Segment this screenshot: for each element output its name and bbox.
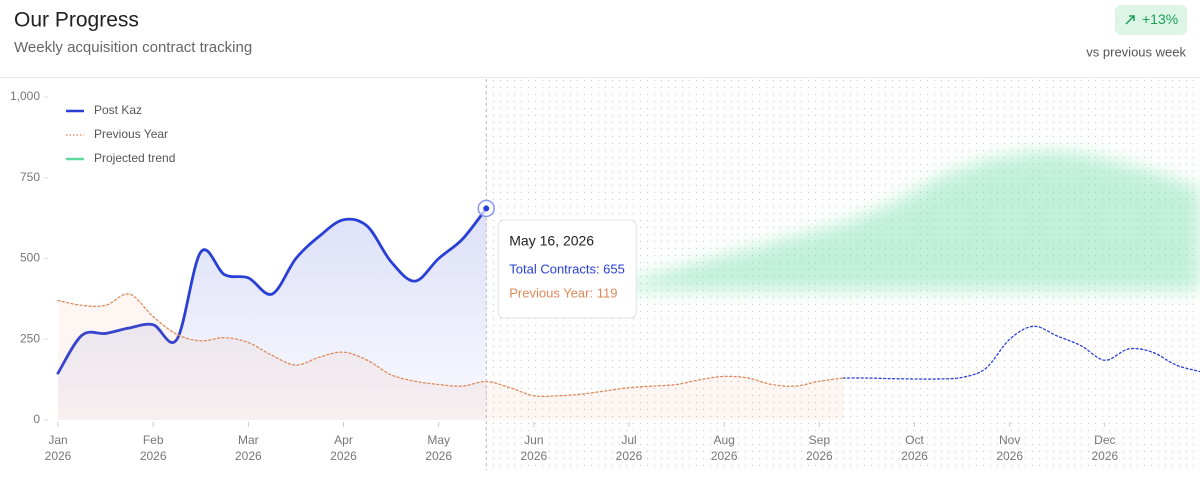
y-tick-label: 0 — [33, 412, 40, 426]
badge-caption: vs previous week — [1086, 44, 1186, 59]
tooltip-line: Total Contracts: 655 — [509, 261, 625, 276]
projection-band — [486, 151, 1200, 296]
x-tick-label: Jun 2026 — [520, 433, 547, 463]
badge-value: +13% — [1142, 11, 1178, 27]
x-tick-label: Apr 2026 — [330, 433, 357, 463]
x-tick-label: Jan 2026 — [45, 433, 72, 463]
x-tick-label: Nov 2026 — [996, 433, 1023, 463]
x-tick-label: Mar 2026 — [235, 433, 262, 463]
x-tick-label: Dec 2026 — [1091, 433, 1118, 463]
y-tick-label: 500 — [20, 251, 40, 265]
x-tick-label: Oct 2026 — [901, 433, 928, 463]
tooltip — [497, 219, 637, 319]
series-line — [842, 325, 1200, 380]
x-tick-label: Feb 2026 — [140, 433, 167, 463]
x-tick-label: Jul 2026 — [616, 433, 643, 463]
series-line — [56, 207, 488, 375]
x-tick-label: May 2026 — [425, 433, 452, 463]
badge — [1115, 5, 1187, 35]
y-tick-label: 1,000 — [10, 89, 40, 103]
title: Our Progress — [14, 9, 139, 32]
y-tick-label: 250 — [20, 331, 40, 345]
subtitle: Weekly acquisition contract tracking — [14, 39, 252, 56]
y-tick-label: 750 — [20, 170, 40, 184]
legend-label: Post Kaz — [94, 103, 142, 117]
area-fill — [58, 293, 844, 420]
x-tick-label: Sep 2026 — [806, 433, 833, 463]
arrow-icon — [1125, 15, 1135, 25]
tooltip-title: May 16, 2026 — [509, 233, 594, 249]
legend-label: Projected trend — [94, 151, 175, 165]
tooltip-line: Previous Year: 119 — [509, 285, 617, 300]
series-line — [57, 293, 844, 398]
legend-label: Previous Year — [94, 127, 168, 141]
x-tick-label: Aug 2026 — [711, 433, 738, 463]
highlight-dot — [483, 205, 490, 212]
